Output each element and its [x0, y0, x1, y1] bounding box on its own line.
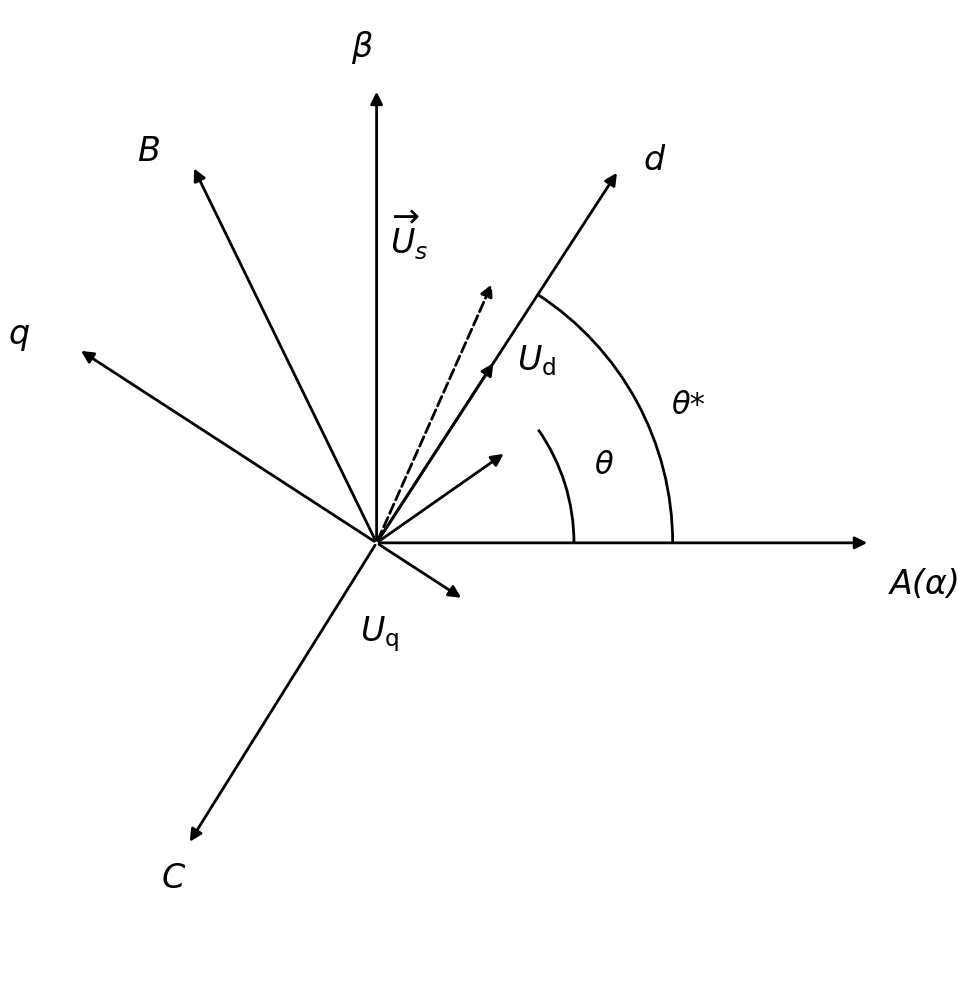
Text: θ: θ: [594, 451, 612, 480]
Text: A(α): A(α): [889, 568, 959, 601]
Text: q: q: [8, 318, 29, 351]
Text: β: β: [351, 31, 372, 64]
Text: θ*: θ*: [672, 391, 704, 420]
Text: $U_{\mathrm{q}}$: $U_{\mathrm{q}}$: [359, 614, 399, 654]
Text: d: d: [642, 144, 664, 177]
Text: $U_{\mathrm{d}}$: $U_{\mathrm{d}}$: [516, 343, 555, 378]
Text: C: C: [162, 862, 185, 895]
Text: B: B: [137, 135, 160, 168]
Text: $\overrightarrow{U}_{s}$: $\overrightarrow{U}_{s}$: [390, 209, 428, 262]
